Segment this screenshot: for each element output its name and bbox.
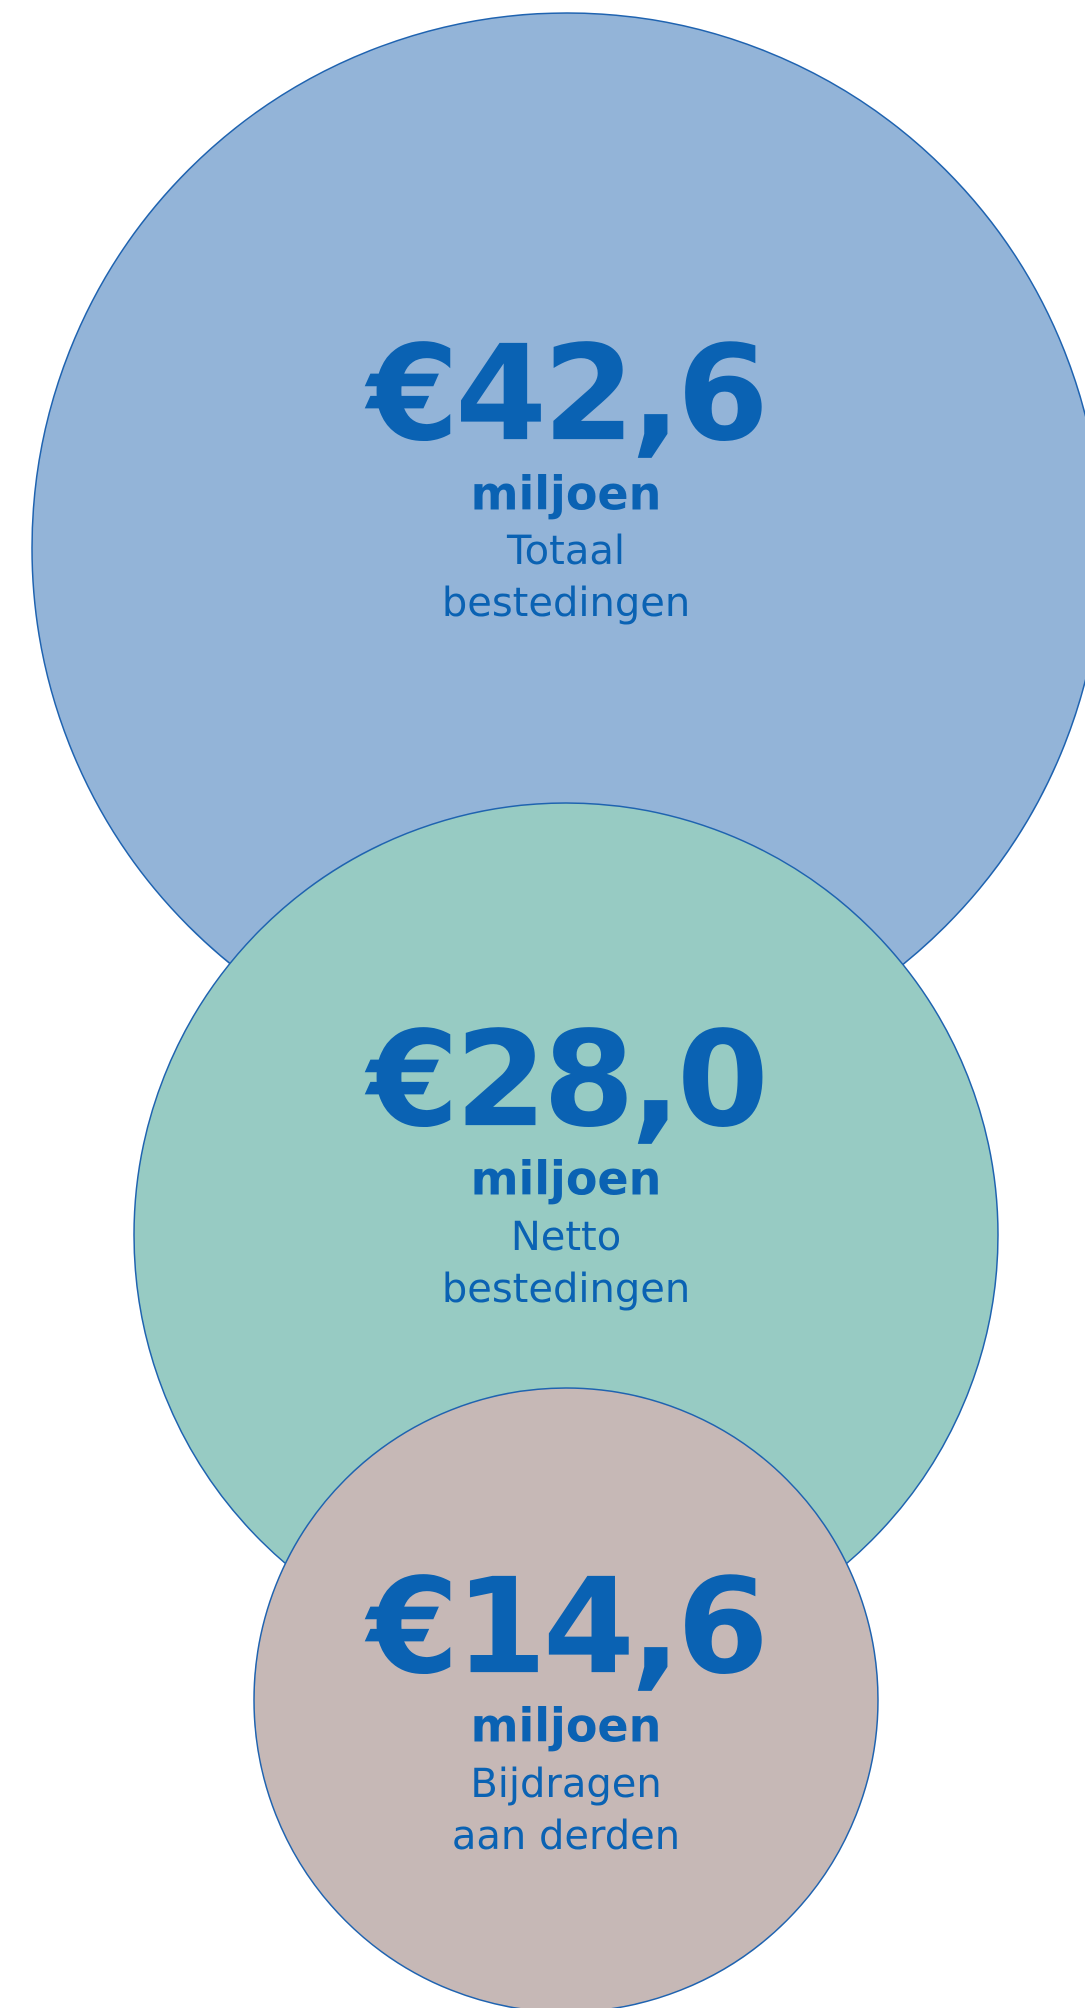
unit: miljoen xyxy=(471,1699,662,1753)
amount: €42,6 xyxy=(364,317,765,471)
bubble xyxy=(253,1387,879,2008)
amount: €14,6 xyxy=(364,1550,765,1704)
label: Netto xyxy=(511,1214,621,1260)
label: Bijdragen xyxy=(470,1761,661,1807)
label: bestedingen xyxy=(442,580,690,626)
amount: €28,0 xyxy=(364,1003,765,1157)
label: Totaal xyxy=(506,528,625,574)
unit: miljoen xyxy=(471,1152,662,1206)
label: bestedingen xyxy=(442,1266,690,1312)
label: aan derden xyxy=(452,1813,680,1859)
unit: miljoen xyxy=(471,467,662,521)
